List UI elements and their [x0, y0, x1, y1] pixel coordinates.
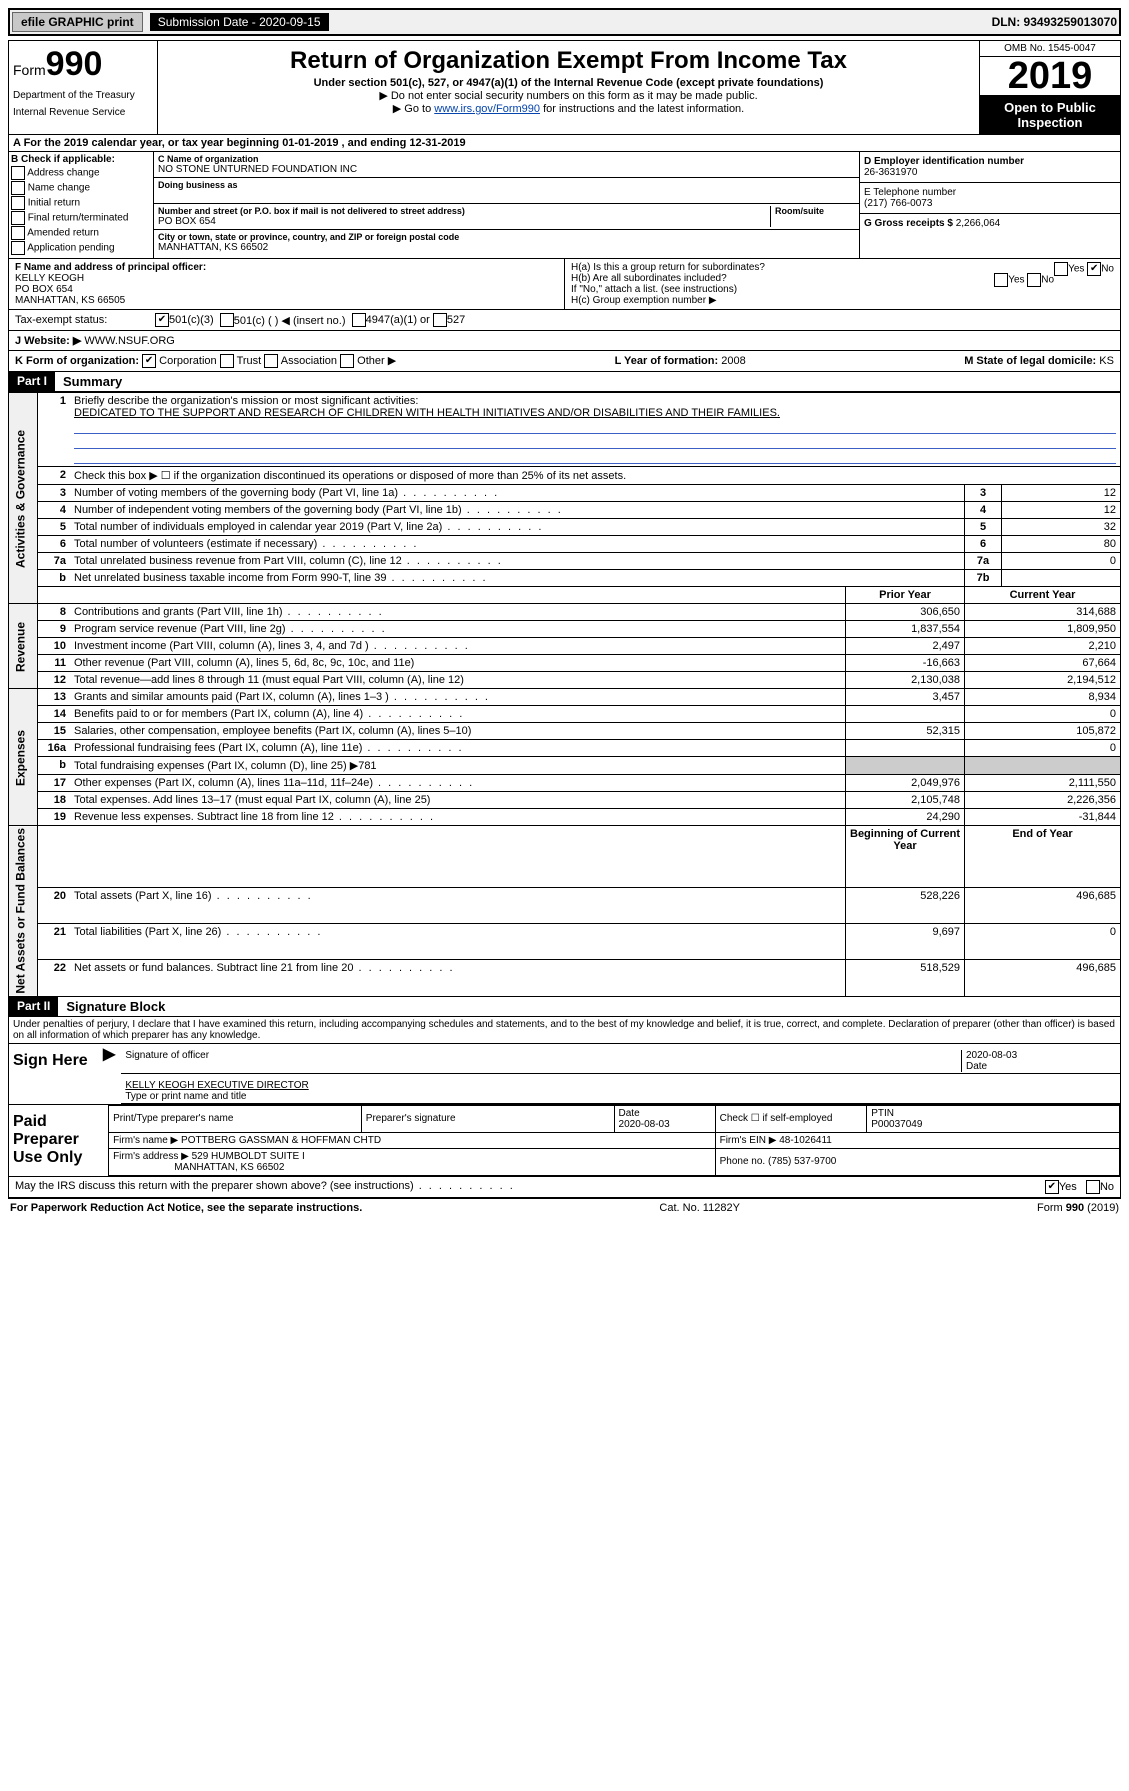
no-ssn-note: ▶ Do not enter social security numbers o…: [162, 89, 975, 102]
form-header: Form990 Department of the Treasury Inter…: [8, 40, 1121, 135]
501c3-check[interactable]: [155, 313, 169, 327]
tax-status-row: Tax-exempt status: 501(c)(3) 501(c) ( ) …: [8, 310, 1121, 331]
room-label: Room/suite: [775, 206, 855, 216]
officer-addr2: MANHATTAN, KS 66505: [15, 295, 558, 306]
form-subtitle: Under section 501(c), 527, or 4947(a)(1)…: [162, 77, 975, 89]
goto-pre: ▶ Go to: [393, 103, 434, 115]
top-bar: efile GRAPHIC print Submission Date - 20…: [8, 8, 1121, 36]
officer-name: KELLY KEOGH: [15, 273, 558, 284]
paid-preparer-label: Paid Preparer Use Only: [9, 1105, 108, 1176]
website-value: WWW.NSUF.ORG: [84, 335, 174, 347]
website-row: J Website: ▶ WWW.NSUF.ORG: [8, 331, 1121, 351]
hb-label: H(b) Are all subordinates included?: [571, 273, 727, 284]
d-ein-label: D Employer identification number: [864, 156, 1116, 167]
instructions-link[interactable]: www.irs.gov/Form990: [434, 103, 540, 115]
goto-post: for instructions and the latest informat…: [540, 103, 744, 115]
city-label: City or town, state or province, country…: [158, 232, 855, 242]
jurat-text: Under penalties of perjury, I declare th…: [8, 1017, 1121, 1044]
j-label: J Website: ▶: [15, 334, 81, 347]
line1-label: Briefly describe the organization's miss…: [74, 395, 418, 407]
form-footer: Form 990 (2019): [1037, 1202, 1119, 1214]
vtab-netassets: Net Assets or Fund Balances: [9, 826, 38, 997]
section-a-line: A For the 2019 calendar year, or tax yea…: [8, 135, 1121, 152]
org-name: NO STONE UNTURNED FOUNDATION INC: [158, 164, 855, 175]
summary-table: Activities & Governance 1 Briefly descri…: [8, 392, 1121, 997]
vtab-revenue: Revenue: [9, 604, 38, 689]
org-city: MANHATTAN, KS 66502: [158, 242, 855, 253]
dln-number: DLN: 93493259013070: [992, 15, 1117, 29]
dba-label: Doing business as: [158, 180, 855, 190]
form-word: Form: [13, 62, 46, 78]
irs-label: Internal Revenue Service: [13, 107, 153, 118]
org-address: PO BOX 654: [158, 216, 770, 227]
vtab-expenses: Expenses: [9, 689, 38, 826]
cat-number: Cat. No. 11282Y: [659, 1202, 740, 1214]
b-opt-name[interactable]: Name change: [11, 181, 151, 195]
form-title: Return of Organization Exempt From Incom…: [162, 47, 975, 75]
b-opt-amended[interactable]: Amended return: [11, 226, 151, 240]
officer-printed-name: KELLY KEOGH EXECUTIVE DIRECTOR: [125, 1080, 1116, 1091]
c-name-label: C Name of organization: [158, 154, 855, 164]
tax-year: 2019: [980, 57, 1120, 96]
d-ein: 26-3631970: [864, 167, 1116, 178]
arrow-icon: ▶: [97, 1044, 121, 1104]
form-number: 990: [46, 45, 103, 83]
discuss-row: May the IRS discuss this return with the…: [8, 1177, 1121, 1198]
e-phone-label: E Telephone number: [864, 187, 1116, 198]
b-opt-initial[interactable]: Initial return: [11, 196, 151, 210]
part2-header: Part II Signature Block: [8, 997, 1121, 1017]
addr-label: Number and street (or P.O. box if mail i…: [158, 206, 770, 216]
g-receipts-label: G Gross receipts $: [864, 218, 953, 229]
hc-label: H(c) Group exemption number ▶: [571, 295, 1114, 306]
line2-text: Check this box ▶ ☐ if the organization d…: [70, 467, 1121, 485]
g-receipts: 2,266,064: [956, 218, 1001, 229]
mission-text: DEDICATED TO THE SUPPORT AND RESEARCH OF…: [74, 407, 780, 419]
discuss-yes-check[interactable]: [1045, 1180, 1059, 1194]
preparer-block: Paid Preparer Use Only Print/Type prepar…: [8, 1105, 1121, 1177]
b-opt-pending[interactable]: Application pending: [11, 241, 151, 255]
footer-row: For Paperwork Reduction Act Notice, see …: [8, 1198, 1121, 1217]
sig-officer-label: Signature of officer: [125, 1050, 961, 1072]
i-label: Tax-exempt status:: [15, 314, 155, 326]
open-to-public: Open to Public Inspection: [980, 96, 1120, 134]
part1-header: Part I Summary: [8, 372, 1121, 392]
type-name-label: Type or print name and title: [125, 1091, 1116, 1102]
f-h-row: F Name and address of principal officer:…: [8, 259, 1121, 310]
vtab-governance: Activities & Governance: [9, 393, 38, 604]
pra-notice: For Paperwork Reduction Act Notice, see …: [10, 1202, 362, 1214]
b-heading: B Check if applicable:: [11, 154, 151, 165]
ha-label: H(a) Is this a group return for subordin…: [571, 262, 765, 273]
officer-addr1: PO BOX 654: [15, 284, 558, 295]
efile-print-button[interactable]: efile GRAPHIC print: [12, 12, 143, 32]
entity-block: B Check if applicable: Address change Na…: [8, 152, 1121, 259]
sign-here-label: Sign Here: [9, 1044, 97, 1104]
k-row: K Form of organization: Corporation Trus…: [8, 351, 1121, 372]
dept-treasury: Department of the Treasury: [13, 90, 153, 101]
f-label: F Name and address of principal officer:: [15, 262, 558, 273]
b-opt-final[interactable]: Final return/terminated: [11, 211, 151, 225]
b-opt-address[interactable]: Address change: [11, 166, 151, 180]
signature-block: Sign Here ▶ Signature of officer 2020-08…: [8, 1044, 1121, 1105]
submission-date: Submission Date - 2020-09-15: [150, 13, 329, 31]
e-phone: (217) 766-0073: [864, 198, 1116, 209]
